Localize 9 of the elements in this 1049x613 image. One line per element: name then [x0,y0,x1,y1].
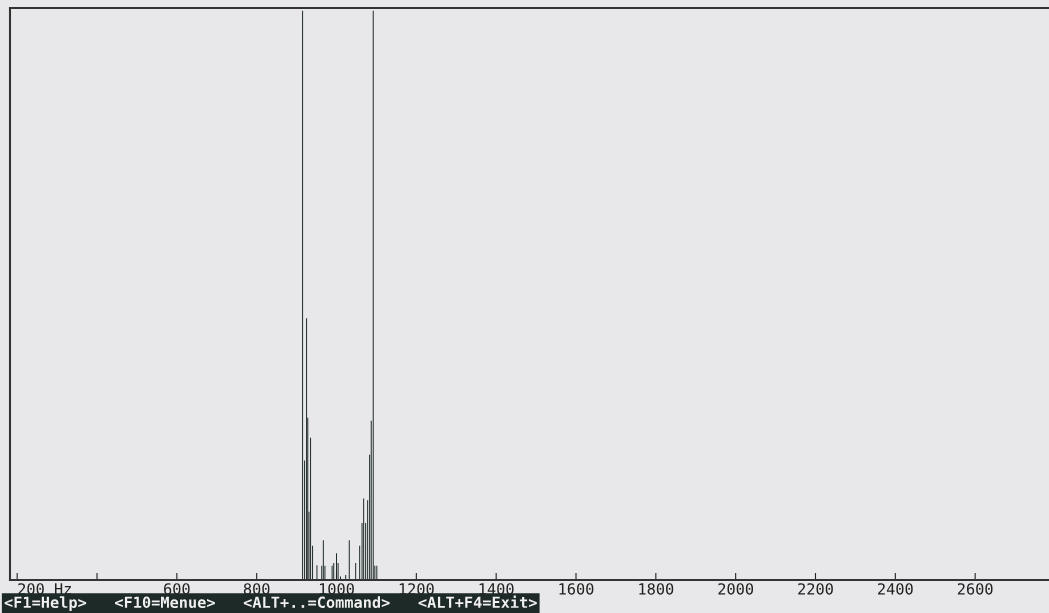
x-tick-label: 2400 [878,583,913,595]
x-tick-label: 1800 [639,583,674,595]
x-tick-label: 2000 [718,583,754,595]
x-tick-label: 2600 [957,583,993,595]
text: <F1=Help> <F10=Menue> <ALT+..=Command> <ALT+F4=Exit> [4,595,537,611]
x-tick-label: 600 [164,583,190,595]
x-tick-label: 2200 [798,583,833,595]
x-tick-label: 1600 [559,583,594,595]
x-tick-label: 800 [243,583,270,595]
